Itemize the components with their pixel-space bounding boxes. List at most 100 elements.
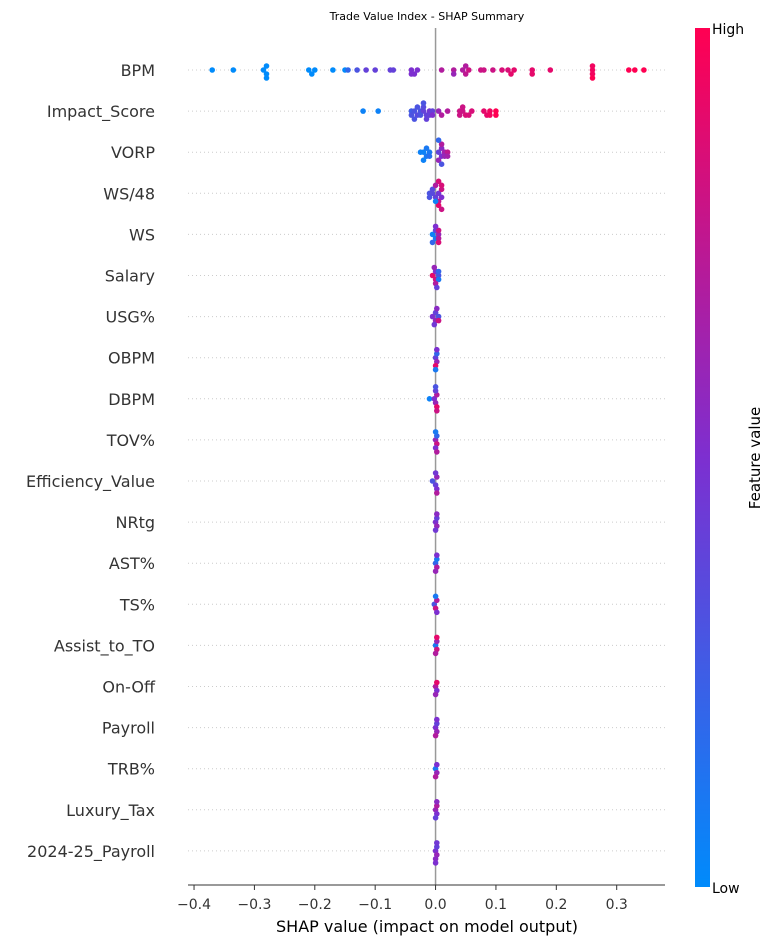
shap-point <box>414 67 421 73</box>
shap-point <box>429 231 436 238</box>
shap-point <box>438 112 445 118</box>
shap-point <box>487 112 493 118</box>
shap-point <box>209 67 215 73</box>
shap-point <box>420 157 427 163</box>
feature-label: Impact_Score <box>47 102 155 122</box>
shap-point <box>426 194 433 201</box>
shap-point <box>426 396 433 402</box>
feature-label: DBPM <box>108 390 155 409</box>
feature-label: Salary <box>105 267 155 286</box>
shap-point <box>434 634 440 641</box>
shap-point <box>529 67 535 73</box>
shap-point <box>434 404 440 410</box>
x-tick-label: 0.1 <box>485 897 507 913</box>
shap-point <box>432 691 439 698</box>
shap-point <box>363 67 369 73</box>
feature-label: NRtg <box>115 513 155 532</box>
feature-label: Efficiency_Value <box>26 472 155 492</box>
shap-point <box>632 67 638 73</box>
shap-point <box>423 116 430 122</box>
shap-point <box>432 650 439 657</box>
feature-label: TOV% <box>106 431 155 450</box>
shap-point <box>432 856 439 862</box>
x-tick-label: −0.1 <box>358 897 392 913</box>
shap-point <box>438 194 445 201</box>
shap-point <box>434 346 440 353</box>
shap-point <box>432 384 439 390</box>
shap-point <box>444 149 451 155</box>
shap-point <box>438 67 445 73</box>
shap-point <box>462 63 469 69</box>
x-tick-label: −0.4 <box>177 897 211 913</box>
chart-title: Trade Value Index - SHAP Summary <box>329 10 525 23</box>
shap-point <box>429 112 436 118</box>
feature-label: Luxury_Tax <box>66 801 155 821</box>
shap-point <box>435 149 442 155</box>
shap-point <box>438 182 445 189</box>
colorbar-low-label: Low <box>712 881 740 897</box>
shap-point <box>434 556 440 562</box>
shap-point <box>432 593 439 600</box>
shap-point <box>432 388 439 394</box>
shap-point <box>459 104 466 110</box>
shap-point <box>434 638 440 645</box>
shap-point <box>260 67 267 73</box>
shap-point <box>432 362 439 369</box>
feature-label: TS% <box>119 595 155 614</box>
colorbar <box>695 28 710 887</box>
shap-point <box>408 112 415 118</box>
shap-point <box>487 108 493 114</box>
shap-point <box>466 112 472 118</box>
shap-point <box>417 112 424 118</box>
shap-point <box>263 71 270 77</box>
feature-rows <box>188 69 665 852</box>
shap-point <box>360 108 366 114</box>
shap-point <box>490 67 496 73</box>
x-tick-label: 0.3 <box>606 897 628 913</box>
shap-point <box>432 429 439 435</box>
shap-point <box>426 149 433 155</box>
shap-point <box>434 284 440 291</box>
shap-point <box>481 67 487 73</box>
x-axis-title: SHAP value (impact on model output) <box>276 917 578 936</box>
shap-point <box>414 104 421 110</box>
shap-point <box>429 313 436 320</box>
colorbar-title: Feature value <box>746 407 764 509</box>
shap-point <box>435 317 442 324</box>
shap-point <box>432 198 439 205</box>
shap-point <box>459 108 466 114</box>
feature-label: TRB% <box>107 760 155 779</box>
shap-point <box>434 490 440 496</box>
shap-point <box>529 71 535 77</box>
shap-point <box>469 108 475 114</box>
shap-point <box>411 108 418 114</box>
shap-point <box>330 67 336 73</box>
shap-point <box>429 190 436 197</box>
shap-point <box>408 71 415 77</box>
shap-point <box>432 194 439 201</box>
shap-point <box>423 145 430 151</box>
shap-point <box>426 153 433 159</box>
shap-point <box>372 67 379 73</box>
feature-label: USG% <box>106 308 155 327</box>
shap-point <box>429 108 436 114</box>
shap-point <box>429 186 436 193</box>
shap-point <box>420 104 427 110</box>
shap-point <box>450 71 457 77</box>
shap-point <box>435 227 442 234</box>
shap-point <box>431 321 438 328</box>
x-tick-label: 0.2 <box>545 897 567 913</box>
shap-point <box>434 799 440 805</box>
shap-point <box>456 112 463 118</box>
shap-point <box>432 366 439 373</box>
shap-point <box>411 116 418 122</box>
shap-point <box>432 568 439 574</box>
shap-point <box>499 67 505 73</box>
feature-label: Payroll <box>102 719 155 738</box>
feature-label: Assist_to_TO <box>54 636 155 656</box>
shap-point <box>505 67 511 73</box>
shap-point <box>444 153 451 159</box>
shap-point <box>408 67 415 73</box>
shap-point <box>589 71 596 77</box>
